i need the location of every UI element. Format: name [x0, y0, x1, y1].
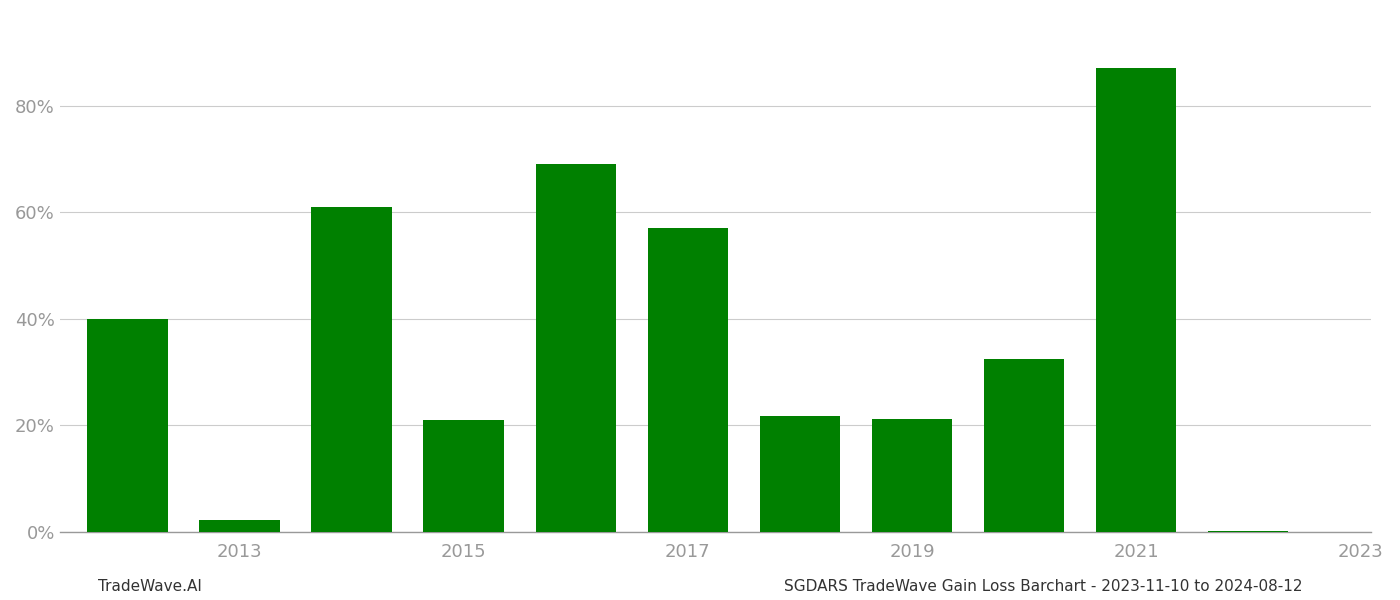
Bar: [872, 419, 952, 532]
Bar: [760, 416, 840, 532]
Text: TradeWave.AI: TradeWave.AI: [98, 579, 202, 594]
Bar: [423, 420, 504, 532]
Bar: [199, 520, 280, 532]
Bar: [1208, 531, 1288, 532]
Bar: [87, 319, 168, 532]
Text: SGDARS TradeWave Gain Loss Barchart - 2023-11-10 to 2024-08-12: SGDARS TradeWave Gain Loss Barchart - 20…: [784, 579, 1302, 594]
Bar: [311, 207, 392, 532]
Bar: [984, 359, 1064, 532]
Bar: [648, 228, 728, 532]
Bar: [536, 164, 616, 532]
Bar: [1096, 68, 1176, 532]
